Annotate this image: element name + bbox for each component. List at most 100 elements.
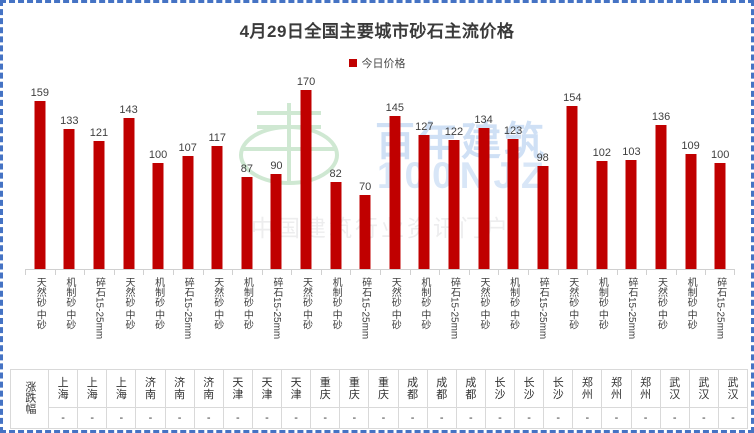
bar-column[interactable]: 98 — [528, 79, 558, 269]
bar[interactable] — [596, 161, 608, 269]
category-label-text: 天然砂 中砂 — [300, 277, 312, 330]
bar-column[interactable]: 70 — [350, 79, 380, 269]
city-cell-char: 成 — [407, 376, 419, 389]
bar-column[interactable]: 170 — [291, 76, 321, 269]
bar[interactable] — [211, 145, 223, 269]
category-label-text: 碎石15-25mm — [714, 277, 726, 340]
bar-column[interactable]: 102 — [587, 79, 617, 269]
category-label: 碎石15-25mm — [173, 277, 203, 342]
bar-column[interactable]: 154 — [558, 79, 588, 269]
bar-column[interactable]: 103 — [617, 79, 647, 269]
bar[interactable] — [330, 182, 342, 269]
axis-tick — [675, 269, 677, 275]
city-cell-char: 郑 — [610, 376, 622, 389]
bar-value-label: 122 — [444, 126, 464, 139]
bar[interactable] — [241, 177, 253, 269]
category-label-text: 碎石15-25mm — [448, 277, 460, 340]
axis-tick — [587, 269, 589, 275]
city-cell-char: 南 — [144, 388, 156, 401]
table-row-delta: ------------------------ — [11, 407, 749, 429]
city-cell-char: 武 — [727, 376, 739, 389]
bar[interactable] — [448, 140, 460, 269]
city-cell: 成都 — [426, 368, 457, 409]
bar[interactable] — [714, 163, 726, 269]
city-cell-char: 南 — [203, 388, 215, 401]
bar[interactable] — [300, 89, 312, 269]
bar[interactable] — [478, 127, 490, 269]
bar-value-label: 143 — [119, 104, 138, 117]
x-axis-ticks — [25, 269, 735, 275]
category-label: 机制砂 中砂 — [587, 277, 617, 333]
category-label-text: 机制砂 中砂 — [596, 277, 608, 330]
delta-cell: - — [484, 407, 516, 429]
bar[interactable] — [152, 163, 164, 269]
bar[interactable] — [566, 106, 578, 269]
city-cell-char: 庆 — [377, 388, 389, 401]
bar-column[interactable]: 117 — [203, 79, 233, 269]
bar-column[interactable]: 100 — [705, 79, 735, 269]
delta-cell: - — [251, 407, 283, 429]
bar-column[interactable]: 127 — [410, 79, 440, 269]
bar[interactable] — [63, 128, 75, 269]
bar-column[interactable]: 109 — [676, 79, 706, 269]
city-cell-char: 济 — [174, 376, 186, 389]
city-table-wrapper: 涨跌幅上海上海上海济南济南济南天津天津天津重庆重庆重庆成都成都成都长沙长沙长沙郑… — [10, 368, 749, 429]
axis-tick — [232, 269, 234, 275]
bar-value-label: 90 — [270, 160, 283, 172]
bar-column[interactable]: 145 — [380, 79, 410, 269]
bar[interactable] — [685, 153, 697, 269]
city-cell-char: 武 — [669, 376, 681, 389]
bar-column[interactable]: 133 — [55, 79, 85, 269]
bar[interactable] — [34, 101, 46, 269]
bar[interactable] — [93, 141, 105, 269]
city-cell-char: 汉 — [698, 388, 710, 401]
city-cell: 郑州 — [601, 368, 632, 409]
bar[interactable] — [418, 134, 430, 269]
bar-value-label: 159 — [30, 87, 49, 100]
bar-column[interactable]: 123 — [498, 79, 528, 269]
city-cell-char: 上 — [115, 376, 127, 389]
axis-tick — [439, 269, 441, 275]
bar-column[interactable]: 121 — [84, 79, 114, 269]
bar-column[interactable]: 136 — [646, 79, 676, 269]
city-cell: 天津 — [222, 368, 253, 409]
city-cell: 武汉 — [717, 368, 749, 409]
bar-value-label: 100 — [711, 149, 730, 162]
city-cell-char: 庆 — [348, 388, 360, 401]
category-label-text: 天然砂 中砂 — [389, 277, 401, 330]
table-row-header: 涨跌幅 — [10, 369, 49, 429]
bar[interactable] — [625, 160, 637, 269]
category-label-text: 天然砂 中砂 — [34, 277, 46, 330]
category-label-text: 碎石15-25mm — [625, 277, 637, 340]
city-cell-char: 津 — [261, 388, 273, 401]
bar[interactable] — [507, 139, 519, 269]
delta-cell: - — [164, 407, 195, 429]
city-cell: 成都 — [455, 368, 486, 409]
bar-column[interactable]: 82 — [321, 79, 351, 269]
bar[interactable] — [359, 195, 371, 269]
bar-column[interactable]: 107 — [173, 79, 203, 269]
city-cell-char: 重 — [348, 376, 360, 389]
bar[interactable] — [389, 115, 401, 269]
bar[interactable] — [537, 165, 549, 269]
bar[interactable] — [123, 118, 135, 269]
chart-legend: 今日价格 — [3, 55, 751, 71]
bar-column[interactable]: 100 — [143, 79, 173, 269]
category-label: 天然砂 中砂 — [558, 277, 588, 333]
city-cell-char: 汉 — [669, 388, 681, 401]
bar-column[interactable]: 87 — [232, 79, 262, 269]
bar-column[interactable]: 90 — [262, 79, 292, 269]
page-title: 4月29日全国主要城市砂石主流价格 — [239, 22, 515, 41]
category-label: 机制砂 中砂 — [321, 277, 351, 333]
bar[interactable] — [655, 125, 667, 269]
bar[interactable] — [182, 156, 194, 269]
bar[interactable] — [270, 174, 282, 269]
city-cell: 武汉 — [659, 368, 690, 409]
bar-column[interactable]: 134 — [469, 79, 499, 269]
bar-column[interactable]: 159 — [25, 79, 55, 269]
city-cell: 济南 — [164, 368, 195, 409]
bar-column[interactable]: 143 — [114, 79, 144, 269]
bar-column[interactable]: 122 — [439, 79, 469, 269]
city-cell: 上海 — [77, 368, 108, 409]
city-cell: 重庆 — [310, 368, 341, 409]
